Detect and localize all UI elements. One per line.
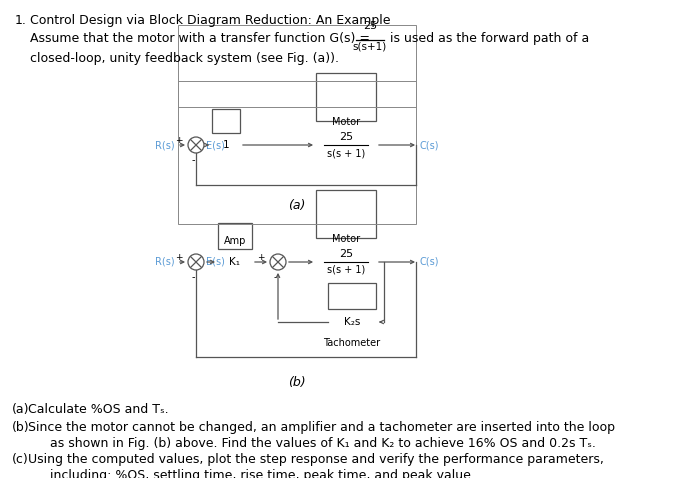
Text: K₁: K₁ [230, 257, 241, 267]
Text: +: + [258, 252, 265, 261]
Text: (a): (a) [288, 199, 306, 212]
Text: (c): (c) [12, 453, 29, 466]
Text: E(s): E(s) [206, 257, 225, 267]
Text: is used as the forward path of a: is used as the forward path of a [386, 32, 589, 45]
Text: -: - [191, 155, 195, 165]
Text: 1: 1 [223, 140, 230, 150]
Text: s(s + 1): s(s + 1) [327, 148, 365, 158]
Text: +: + [176, 135, 183, 144]
Text: Motor: Motor [332, 234, 360, 244]
Text: s(s+1): s(s+1) [353, 41, 387, 51]
Bar [218, 223, 252, 249]
Bar [212, 109, 240, 133]
Text: (a): (a) [12, 403, 29, 416]
Text: Amp: Amp [224, 236, 246, 246]
Text: R(s): R(s) [155, 140, 174, 150]
Text: R(s): R(s) [155, 257, 174, 267]
Text: 25: 25 [363, 21, 377, 31]
Text: -: - [273, 272, 276, 282]
Bar [328, 283, 376, 309]
Bar [178, 81, 416, 224]
Text: -: - [191, 272, 195, 282]
Circle shape [188, 254, 204, 270]
Text: closed-loop, unity feedback system (see Fig. (a)).: closed-loop, unity feedback system (see … [30, 52, 339, 65]
Text: C(s): C(s) [420, 257, 440, 267]
Circle shape [270, 254, 286, 270]
Text: (b): (b) [12, 421, 29, 434]
Circle shape [188, 137, 204, 153]
Text: including: %OS, settling time, rise time, peak time, and peak value.: including: %OS, settling time, rise time… [50, 469, 475, 478]
Text: Using the computed values, plot the step response and verify the performance par: Using the computed values, plot the step… [28, 453, 604, 466]
Text: 1.: 1. [15, 14, 27, 27]
Text: (b): (b) [288, 376, 306, 389]
Text: C(s): C(s) [420, 140, 440, 150]
Text: Motor: Motor [332, 117, 360, 127]
Text: 25: 25 [339, 249, 353, 259]
Text: Since the motor cannot be changed, an amplifier and a tachometer are inserted in: Since the motor cannot be changed, an am… [28, 421, 615, 434]
Bar [178, 25, 416, 107]
Text: +: + [176, 252, 183, 261]
Text: 25: 25 [339, 132, 353, 142]
Text: as shown in Fig. (b) above. Find the values of K₁ and K₂ to achieve 16% OS and 0: as shown in Fig. (b) above. Find the val… [50, 437, 596, 450]
Text: Assume that the motor with a transfer function G(s) =: Assume that the motor with a transfer fu… [30, 32, 374, 45]
Text: Control Design via Block Diagram Reduction: An Example: Control Design via Block Diagram Reducti… [30, 14, 391, 27]
Text: Calculate %OS and Tₛ.: Calculate %OS and Tₛ. [28, 403, 169, 416]
Bar [316, 190, 376, 238]
Text: E(s): E(s) [206, 140, 225, 150]
Text: s(s + 1): s(s + 1) [327, 265, 365, 275]
Text: Tachometer: Tachometer [323, 338, 381, 348]
Text: K₂s: K₂s [344, 317, 360, 327]
Bar [316, 73, 376, 121]
